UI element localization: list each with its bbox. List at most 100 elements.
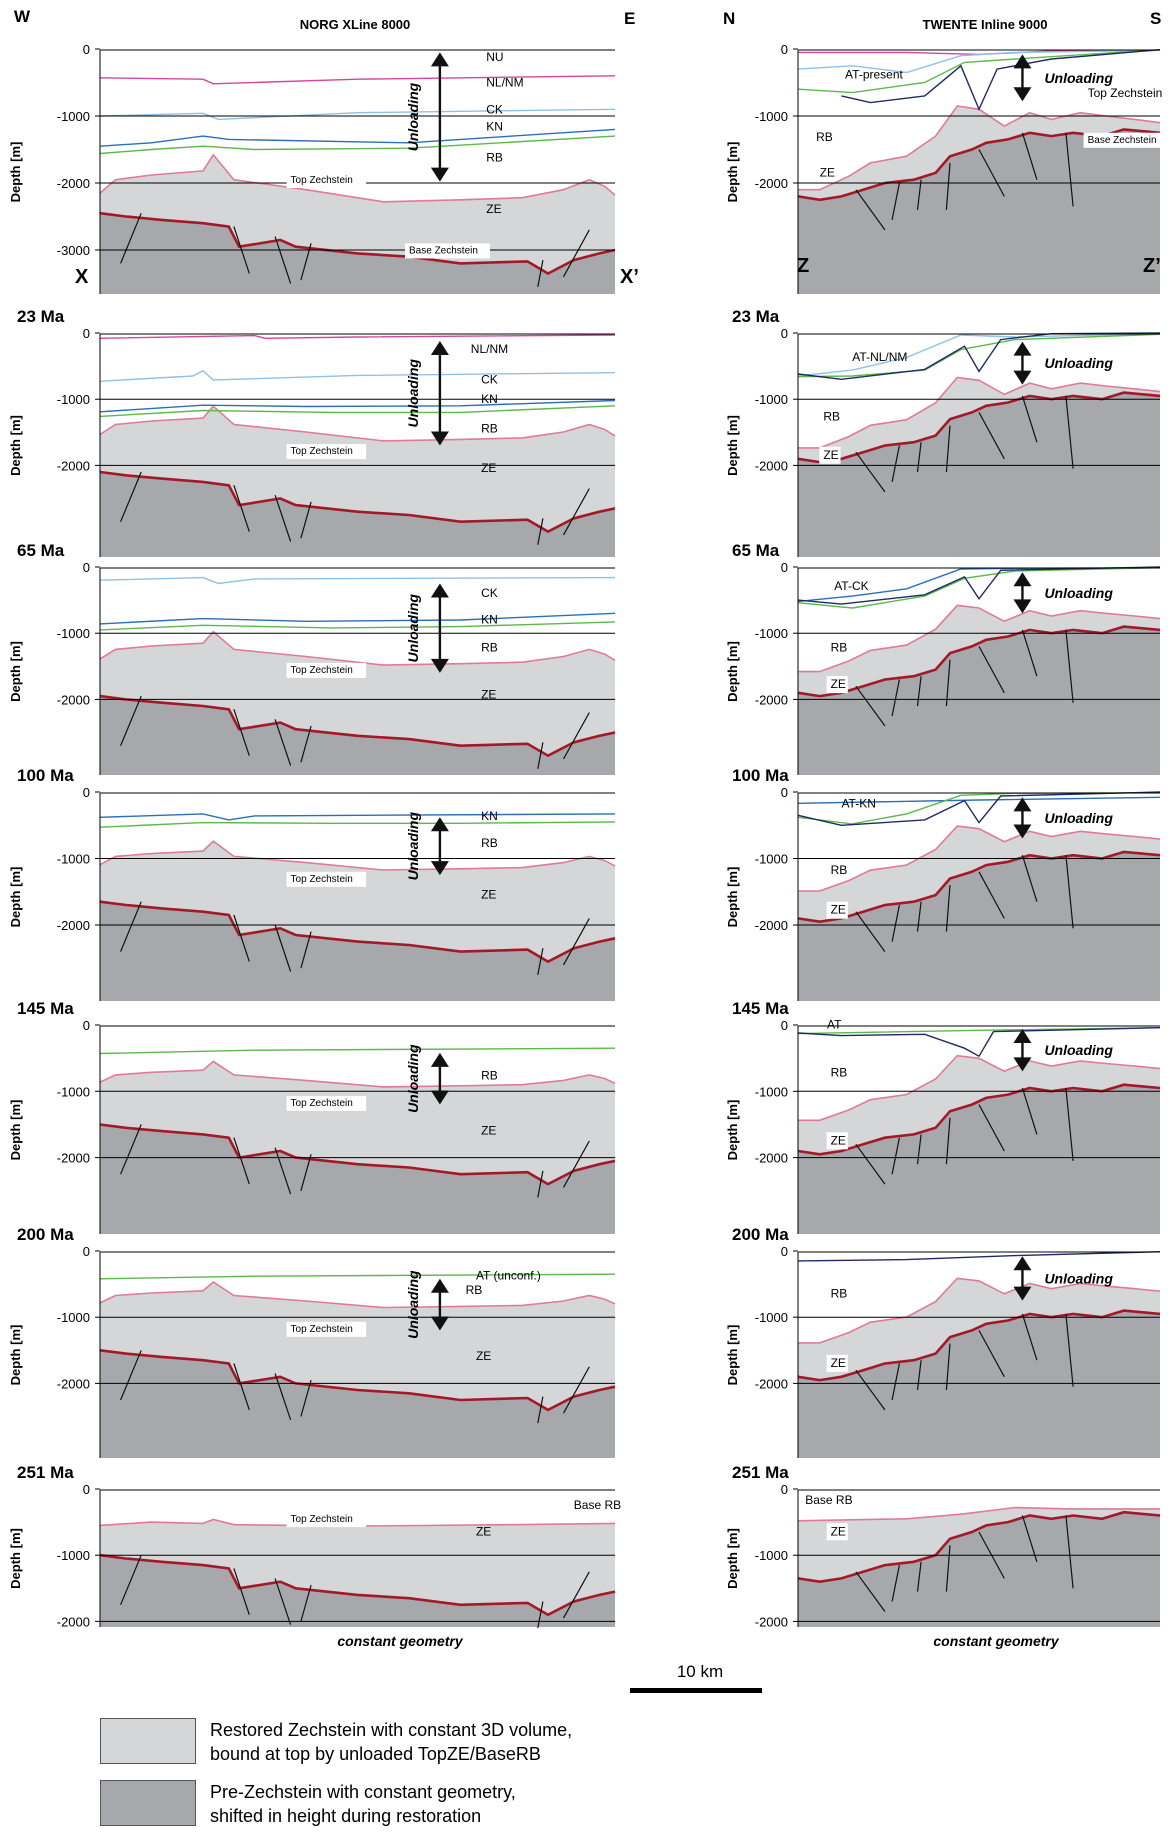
horizon-kn [99, 1047, 616, 1055]
y-tick-label: 0 [781, 326, 788, 341]
fault-line [945, 1343, 951, 1391]
unit-label: ZE [831, 1133, 846, 1147]
unloading-label: Unloading [405, 359, 421, 428]
fault-line [120, 901, 142, 952]
unloading-arrow [1013, 1256, 1032, 1301]
y-tick-label: -2000 [57, 1614, 90, 1629]
top-zechstein-horizon [798, 376, 1161, 449]
fault-line [1021, 1313, 1038, 1361]
unit-label: CK [486, 102, 503, 116]
horizon-at [797, 1027, 1161, 1058]
y-axis-label: Depth [m] [725, 867, 740, 928]
left-section-title: NORG XLine 8000 [300, 17, 411, 32]
y-tick-label: -2000 [57, 176, 90, 191]
top-zechstein-horizon [798, 604, 1161, 673]
unit-label: RB [831, 1066, 848, 1080]
age-label: 200 Ma [17, 1225, 74, 1244]
y-tick-label: 0 [781, 1018, 788, 1033]
top-zechstein-horizon [798, 825, 1161, 892]
fault-line [233, 1363, 250, 1411]
horizon-ck [797, 796, 1161, 804]
unloading-arrow [1013, 54, 1032, 102]
top-zechstein-horizon [99, 1060, 616, 1088]
twente-section-5: 0 -1000 -2000 Depth [m] 200 Ma RB ZE Unloading [725, 1225, 1161, 1458]
fault-line [855, 685, 886, 727]
y-tick-label: 0 [83, 326, 90, 341]
base-zechstein-horizon [99, 470, 616, 534]
legend-swatch-pre-zechstein [100, 1780, 196, 1826]
pre-zechstein-area [798, 626, 1160, 775]
norg-section-6: 0 -1000 -2000 Depth [m] 251 Ma Base RB ZE Top Z… [8, 1463, 621, 1629]
fault-line [855, 1369, 886, 1411]
south-label: S [1150, 9, 1161, 28]
fault-line [1065, 395, 1074, 469]
unit-label: KN [481, 392, 498, 406]
fault-line [855, 1571, 886, 1612]
unit-label: ZE [823, 448, 838, 462]
unit-label: Top Zechstein [291, 1514, 353, 1525]
fault-line [916, 901, 922, 932]
y-tick-label: -2000 [57, 918, 90, 933]
z-left-label: Z [797, 255, 809, 277]
unloading-label: Unloading [1044, 810, 1113, 826]
unloading-label: Unloading [405, 1270, 421, 1339]
top-zechstein-horizon [99, 1518, 616, 1527]
fault-line [1065, 629, 1074, 703]
fault-line [562, 488, 590, 536]
fault-line [945, 162, 951, 210]
age-label: 23 Ma [732, 307, 780, 326]
horizon-ck [99, 612, 616, 625]
fault-line [537, 1170, 544, 1198]
top-zechstein-horizon [99, 1281, 616, 1309]
unit-label: Top Zechstein [291, 665, 353, 676]
y-axis-label: Depth [m] [725, 1325, 740, 1386]
y-tick-label: 0 [781, 785, 788, 800]
unit-label: AT-present [845, 67, 903, 81]
label-box [826, 1132, 848, 1150]
base-zechstein-horizon [797, 850, 1161, 924]
legend-line: shifted in height during restoration [210, 1806, 482, 1826]
y-tick-label: -1000 [755, 626, 788, 641]
horizon-nl_nm [797, 49, 1161, 74]
top-zechstein-horizon [798, 1277, 1161, 1344]
label-box [286, 662, 367, 678]
unit-label: NL/NM [486, 76, 523, 90]
y-tick-label: 0 [83, 785, 90, 800]
pre-zechstein-area [798, 392, 1160, 557]
horizon-nl_nm [99, 108, 616, 121]
age-label: 65 Ma [17, 541, 65, 560]
x-right-label: X’ [620, 266, 639, 288]
y-axis-label: Depth [m] [8, 1528, 23, 1589]
fault-line [945, 425, 951, 473]
fault-line [945, 1117, 951, 1165]
unit-label: ZE [831, 677, 846, 691]
fault-line [233, 1568, 250, 1615]
pre-zechstein-area [100, 472, 615, 557]
unloading-label: Unloading [405, 812, 421, 881]
y-axis-label: Depth [m] [725, 641, 740, 702]
fault-line [1065, 1515, 1074, 1589]
unit-label: ZE [831, 1524, 846, 1538]
right-footer-label: constant geometry [933, 1633, 1059, 1649]
pre-zechstein-area [798, 129, 1160, 294]
twente-section-1: 0 -1000 -2000 Depth [m] 23 Ma AT-NL/NM RB ZE Unl… [725, 307, 1161, 557]
top-zechstein-horizon [797, 1506, 1160, 1522]
label-box [819, 446, 841, 464]
norg-section-4: 0 -1000 -2000 Depth [m] 145 Ma RB ZE Top Zechst… [8, 999, 616, 1234]
fault-line [562, 1571, 590, 1619]
y-tick-label: -1000 [57, 1548, 90, 1563]
fault-line [891, 182, 900, 221]
fault-line [1021, 855, 1038, 902]
horizon-nl_nm [99, 576, 616, 585]
unloading-label: Unloading [405, 594, 421, 663]
fault-line [945, 1545, 951, 1592]
horizon-kn [797, 333, 1161, 378]
unit-label: RB [831, 641, 848, 655]
fault-line [120, 1554, 142, 1606]
twente-section-4: 0 -1000 -2000 Depth [m] 145 Ma AT RB ZE Unloadin… [725, 999, 1161, 1234]
unit-label: Top Zechstein [291, 175, 353, 186]
unit-label: RB [481, 836, 498, 850]
unloading-arrow [430, 1052, 449, 1105]
fault-line [855, 451, 886, 493]
